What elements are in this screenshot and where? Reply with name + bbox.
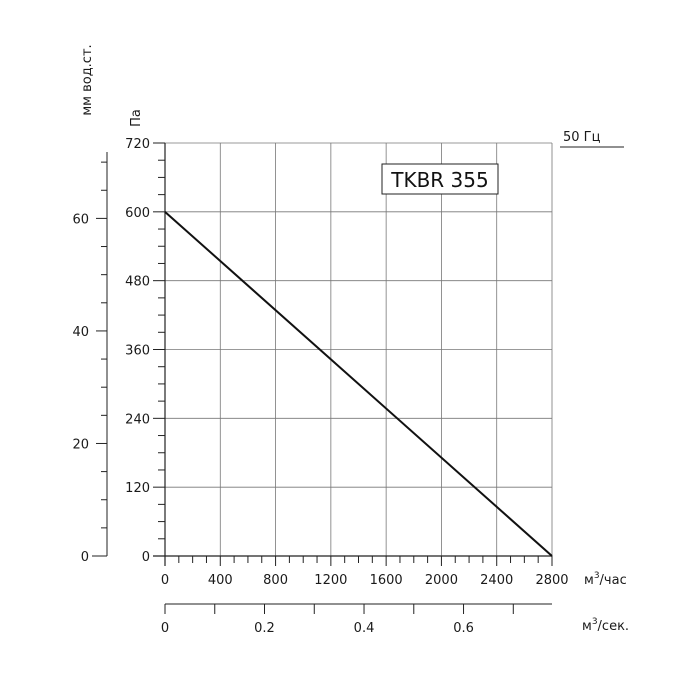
grid-lines <box>165 142 553 556</box>
model-label-box <box>381 163 499 195</box>
y2-tick-label: 0 <box>81 550 89 565</box>
y2-tick-label: 20 <box>72 437 89 452</box>
x-tick-label: 2400 <box>480 573 513 588</box>
y2-tick-label: 60 <box>72 212 89 227</box>
x2-tick-label: 0.4 <box>354 621 375 636</box>
x-tick-label: 800 <box>263 573 288 588</box>
x-tick-label: 2800 <box>535 573 568 588</box>
x2-tick-label: 0.6 <box>453 621 474 636</box>
axes <box>92 143 552 614</box>
y2-axis-unit-label: мм вод.ст. <box>80 44 95 115</box>
x-tick-label: 1600 <box>370 573 403 588</box>
y-tick-label: 0 <box>142 550 150 565</box>
frequency-label: 50 Гц <box>563 130 601 145</box>
y-tick-label: 480 <box>125 275 150 290</box>
y-tick-label: 120 <box>125 481 150 496</box>
y-tick-label: 360 <box>125 344 150 359</box>
y2-tick-label: 40 <box>72 325 89 340</box>
y-axis-unit-label: Па <box>129 109 144 127</box>
y-tick-label: 240 <box>125 412 150 427</box>
x-tick-label: 0 <box>161 573 169 588</box>
series-line <box>164 211 553 557</box>
tick-marks <box>96 142 553 614</box>
x-tick-label: 400 <box>208 573 233 588</box>
x2-tick-label: 0.2 <box>254 621 275 636</box>
x2-axis-unit-label: м3/сек. <box>582 617 629 634</box>
model-label: TKBR 355 <box>390 168 488 192</box>
series-layer <box>164 211 553 557</box>
y-tick-label: 600 <box>125 206 150 221</box>
x2-tick-label: 0 <box>161 621 169 636</box>
y-tick-label: 720 <box>125 137 150 152</box>
x-axis-unit-label: м3/час <box>584 571 627 588</box>
x-tick-label: 2000 <box>425 573 458 588</box>
x-tick-label: 1200 <box>314 573 347 588</box>
